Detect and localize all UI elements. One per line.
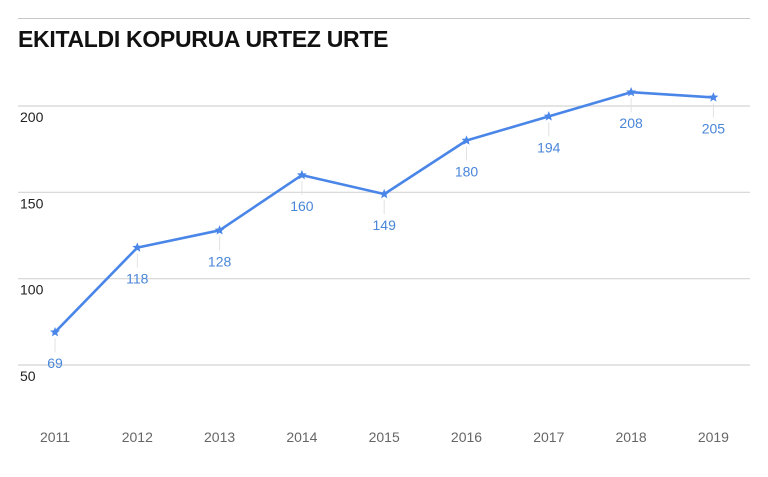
- y-tick-label: 200: [20, 109, 44, 125]
- data-point: [50, 326, 60, 337]
- data-point: [708, 92, 719, 102]
- data-point: [543, 111, 554, 121]
- data-label: 128: [208, 253, 232, 269]
- x-tick-label: 2019: [698, 429, 729, 445]
- chart-title: EKITALDI KOPURUA URTEZ URTE: [18, 26, 389, 52]
- data-point: [461, 135, 472, 145]
- y-axis-ticks: 50 100 150 200: [20, 109, 44, 384]
- x-tick-label: 2012: [122, 429, 153, 445]
- data-label: 205: [702, 120, 726, 136]
- data-point: [296, 169, 307, 180]
- y-tick-label: 100: [20, 282, 44, 298]
- x-axis-ticks: 2011 2012 2013 2014 2015 2016 2017 2018 2019: [40, 429, 729, 445]
- y-tick-label: 150: [20, 195, 44, 211]
- data-label: 149: [373, 217, 397, 233]
- series-markers: [50, 86, 719, 337]
- x-tick-label: 2018: [616, 429, 647, 445]
- data-label: 180: [455, 164, 479, 180]
- x-tick-label: 2017: [533, 429, 564, 445]
- data-label: 194: [537, 139, 561, 155]
- y-tick-label: 50: [20, 368, 36, 384]
- data-point: [379, 188, 390, 199]
- data-label: 208: [619, 115, 643, 131]
- label-leaders: [54, 98, 714, 353]
- data-label: 69: [47, 355, 63, 371]
- data-point: [626, 86, 637, 97]
- data-point: [214, 225, 225, 235]
- x-tick-label: 2013: [204, 429, 235, 445]
- data-labels: 69 118 128 160 149 180 194 208 205: [47, 115, 725, 371]
- x-tick-label: 2014: [286, 429, 317, 445]
- data-point: [132, 242, 143, 252]
- x-tick-label: 2016: [451, 429, 482, 445]
- x-tick-label: 2015: [369, 429, 400, 445]
- x-tick-label: 2011: [40, 429, 70, 445]
- gridlines: [18, 105, 750, 366]
- top-divider: [18, 18, 750, 19]
- data-label: 160: [290, 198, 314, 214]
- data-label: 118: [126, 271, 149, 287]
